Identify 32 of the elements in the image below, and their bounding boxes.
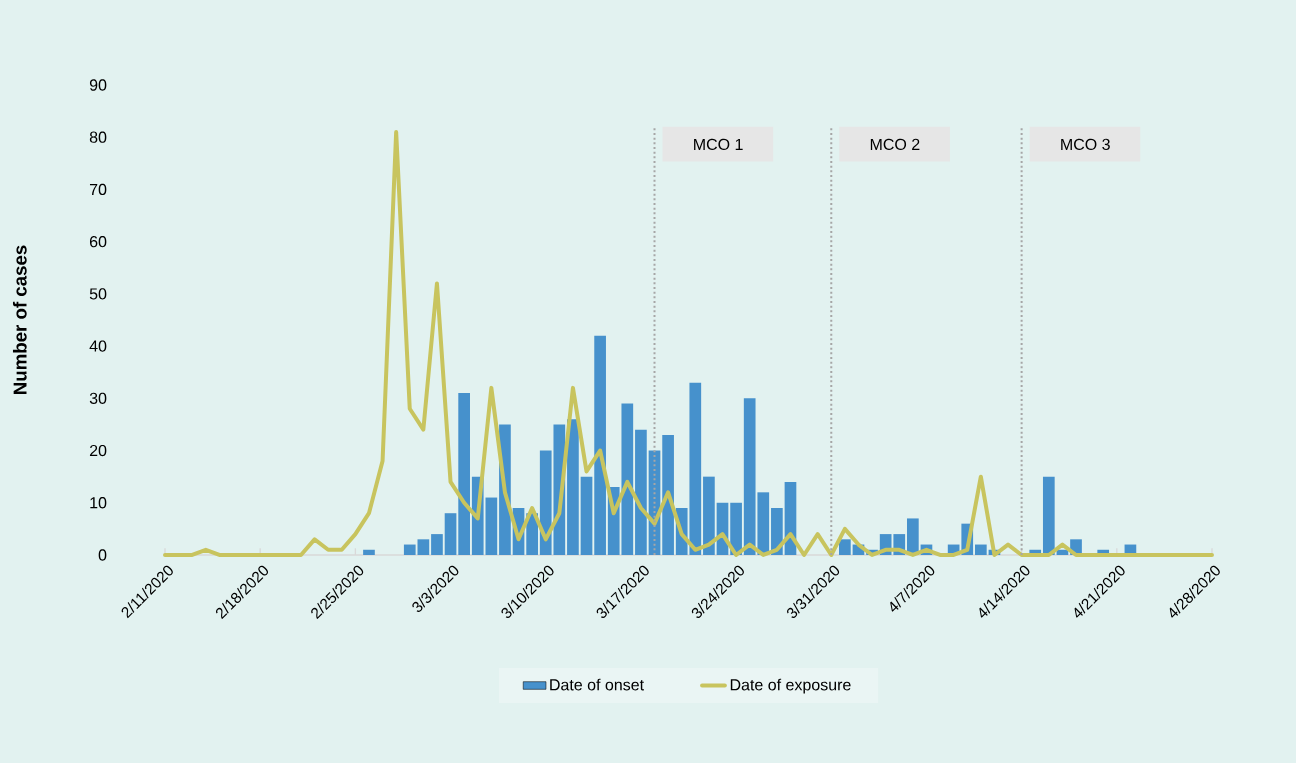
bar — [458, 393, 470, 555]
bar — [839, 539, 851, 555]
y-tick-label: 80 — [89, 131, 107, 143]
y-axis-title: Number of cases — [12, 245, 27, 394]
y-tick-label: 90 — [89, 79, 107, 91]
ref-line-label: MCO 2 — [870, 138, 920, 151]
legend-label: Date of exposure — [730, 678, 851, 694]
legend-label: Date of onset — [550, 678, 644, 691]
y-tick-label: 0 — [98, 549, 107, 561]
y-tick-label: 30 — [89, 392, 107, 404]
y-tick-label: 60 — [89, 236, 107, 248]
y-tick-label: 10 — [90, 497, 107, 509]
bar — [594, 335, 606, 555]
y-tick-label: 50 — [89, 288, 107, 300]
ref-line-label: MCO 1 — [694, 138, 743, 151]
bar — [431, 534, 443, 555]
bar — [1042, 476, 1055, 555]
ref-line-label: MCO 3 — [1061, 138, 1110, 151]
bar — [363, 549, 375, 555]
bar — [444, 513, 457, 555]
bar — [567, 419, 579, 555]
y-tick-label: 70 — [89, 183, 107, 196]
bar — [974, 544, 987, 555]
y-tick-label: 40 — [89, 340, 107, 352]
bar — [662, 434, 674, 555]
bar — [703, 476, 715, 555]
bar — [635, 429, 647, 555]
y-tick-label: 20 — [89, 444, 107, 457]
bar — [417, 539, 430, 555]
bar — [580, 476, 593, 555]
bar — [403, 544, 416, 555]
bar — [907, 518, 919, 555]
